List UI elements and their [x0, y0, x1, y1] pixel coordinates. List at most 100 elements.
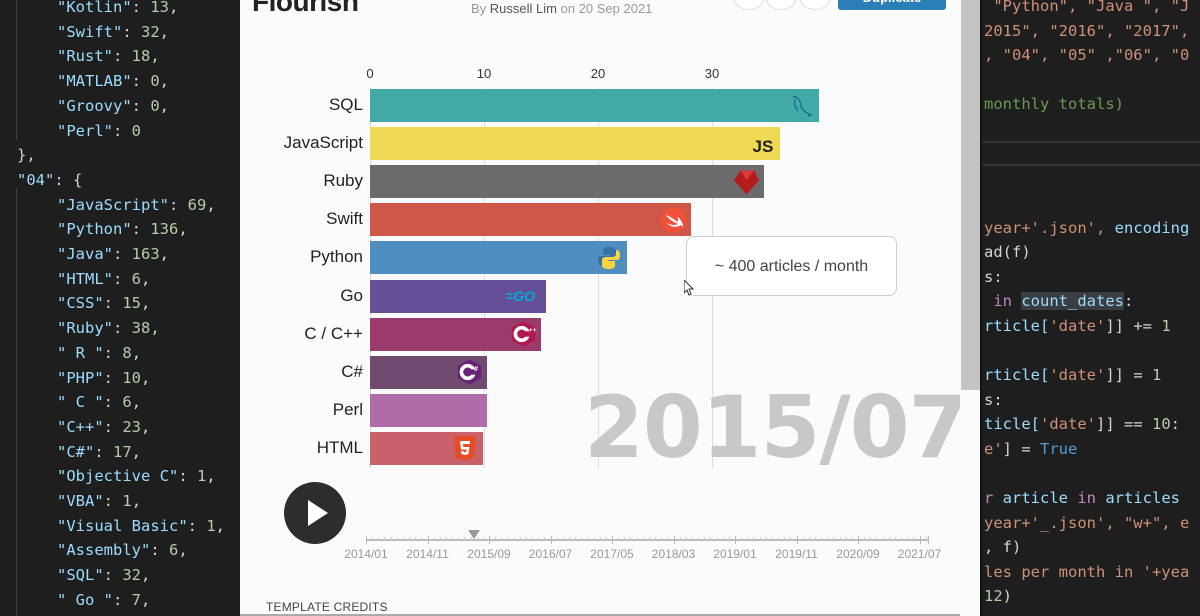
timeline-minor-tick: [827, 537, 829, 540]
timeline-minor-tick: [618, 537, 620, 540]
bar-go[interactable]: =GO: [370, 279, 546, 313]
x-axis-tick: 20: [590, 66, 606, 81]
code-editor-right[interactable]: "Python", "Java ", "J 2015", "2016", "201…: [980, 0, 1200, 616]
mysql-dolphin-icon: [788, 92, 815, 119]
code-line: e'] = True: [984, 440, 1078, 458]
code-editor-left[interactable]: "Kotlin": 13, "Swift": 32, "Rust": 18, "MAT…: [0, 0, 240, 616]
code-line: ad(f): [984, 243, 1031, 261]
timeline-minor-tick: [685, 537, 687, 540]
timeline-minor-tick: [808, 537, 810, 540]
scrollbar-thumb[interactable]: [961, 0, 980, 390]
timeline-minor-tick: [378, 537, 380, 540]
timeline-handle[interactable]: [468, 530, 480, 539]
timeline-label: 2015/09: [467, 547, 511, 561]
timeline-minor-tick: [390, 537, 392, 540]
timeline-minor-tick: [575, 537, 577, 540]
timeline-minor-tick: [433, 537, 435, 540]
timeline-minor-tick: [747, 537, 749, 540]
code-line: r article in articles: [984, 489, 1180, 507]
code-line: s:: [984, 391, 1003, 409]
bar-c-c++[interactable]: ++: [370, 317, 541, 351]
timeline-minor-tick: [464, 537, 466, 540]
bar-label: Python: [310, 247, 363, 267]
timeline-minor-tick: [925, 537, 927, 540]
indent-guide: [16, 188, 17, 616]
timeline-minor-tick: [913, 537, 915, 540]
timeline-minor-tick: [876, 537, 878, 540]
timeline-minor-tick: [452, 537, 454, 540]
timeline-minor-tick: [439, 537, 441, 540]
timeline-minor-tick: [587, 537, 589, 540]
timeline-minor-tick: [753, 537, 755, 540]
code-line: rticle['date']] = 1: [984, 366, 1162, 384]
timeline-minor-tick: [648, 537, 650, 540]
duplicate-button[interactable]: Duplicate: [838, 0, 946, 10]
code-line: "Objective C": 1,: [57, 467, 216, 486]
timeline-minor-tick: [593, 537, 595, 540]
bar-perl[interactable]: [370, 393, 488, 427]
indent-guide: [16, 0, 17, 140]
python-icon: [596, 244, 623, 271]
bar-label: SQL: [328, 95, 363, 114]
timeline-slider[interactable]: [366, 539, 928, 541]
bar-python[interactable]: [370, 241, 627, 275]
code-line: "Assembly": 6,: [57, 541, 188, 560]
timeline-minor-tick: [445, 537, 447, 540]
code-line: " R ": 8,: [57, 343, 142, 362]
bar-html[interactable]: [370, 431, 483, 465]
timeline-minor-tick: [476, 537, 478, 540]
timeline-minor-tick: [630, 537, 632, 540]
mouse-cursor-icon: [684, 280, 694, 296]
timeline-minor-tick: [568, 537, 570, 540]
timeline-minor-tick: [372, 537, 374, 540]
svg-text:#: #: [474, 364, 478, 373]
bar-javascript[interactable]: JS: [370, 127, 781, 161]
timeline-minor-tick: [716, 537, 718, 540]
timeline-minor-tick: [728, 537, 730, 540]
timeline-minor-tick: [501, 537, 503, 540]
timeline-minor-tick: [814, 537, 816, 540]
code-line: , "04", "05" ,"06", "0: [984, 46, 1190, 64]
timeline-tick: [673, 536, 675, 544]
code-line: ticle['date']] == 10:: [984, 415, 1181, 433]
code-line: },: [17, 146, 36, 165]
timeline-minor-tick: [784, 537, 786, 540]
timeline-minor-tick: [802, 537, 804, 540]
play-button[interactable]: [284, 482, 346, 544]
template-credits[interactable]: TEMPLATE CREDITS: [266, 600, 388, 614]
code-line: "JavaScript": 69,: [57, 195, 216, 214]
timeline-minor-tick: [562, 537, 564, 540]
bar-ruby[interactable]: [370, 165, 765, 199]
code-line: "Swift": 32,: [57, 22, 170, 41]
code-line: in count_dates:: [984, 292, 1134, 310]
code-line: "Ruby": 38,: [57, 319, 160, 338]
bar-label: JavaScript: [283, 133, 363, 153]
timeline-minor-tick: [704, 537, 706, 540]
bar-c#[interactable]: #: [370, 355, 488, 389]
timeline-minor-tick: [691, 537, 693, 540]
author-link[interactable]: Russell Lim: [489, 1, 557, 16]
ruby-gem-icon: [733, 168, 760, 195]
code-line: "VBA": 1,: [57, 492, 142, 510]
timeline-minor-tick: [851, 537, 853, 540]
bar-sql[interactable]: [370, 89, 820, 122]
timeline-minor-tick: [741, 537, 743, 540]
timeline-minor-tick: [698, 537, 700, 540]
timeline-minor-tick: [581, 537, 583, 540]
play-icon: [308, 500, 328, 526]
gridline: [484, 88, 485, 468]
code-line: "C#": 17,: [57, 442, 142, 461]
timeline-label: 2019/11: [775, 547, 818, 561]
code-line: "MATLAB": 0,: [57, 72, 170, 91]
code-line: 2015", "2016", "2017",: [984, 22, 1190, 40]
code-line: year+'_.json', "w+", e: [984, 514, 1190, 532]
bar-label: Perl: [332, 399, 363, 419]
timeline-minor-tick: [458, 537, 460, 540]
timeline-minor-tick: [624, 537, 626, 540]
html5-icon: [452, 435, 479, 462]
timeline-tick: [427, 536, 429, 544]
timeline-minor-tick: [778, 537, 780, 540]
timeline-minor-tick: [882, 537, 884, 540]
bar-swift[interactable]: [370, 203, 692, 237]
timeline-minor-tick: [907, 537, 909, 540]
